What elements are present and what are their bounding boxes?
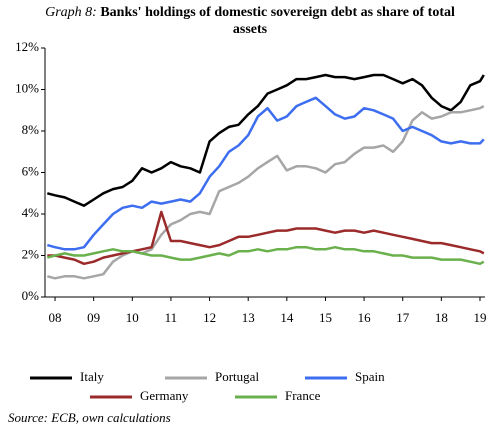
y-tick-label: 2% — [22, 246, 40, 261]
x-tick-label: 11 — [165, 310, 178, 325]
x-tick-label: 18 — [435, 310, 448, 325]
x-tick-label: 15 — [319, 310, 332, 325]
chart-title: Graph 8: Banks' holdings of domestic sov… — [30, 4, 470, 38]
series-line — [46, 73, 485, 207]
y-tick-label: 6% — [22, 163, 40, 178]
series-line — [46, 96, 485, 251]
x-tick-label: 16 — [358, 310, 372, 325]
x-tick-label: 09 — [87, 310, 100, 325]
y-tick-label: 4% — [22, 205, 40, 220]
legend-label: France — [285, 388, 321, 403]
legend-label: Germany — [140, 388, 189, 403]
title-text: Banks' holdings of domestic sovereign de… — [100, 5, 455, 37]
x-tick-label: 12 — [203, 310, 216, 325]
x-tick-label: 10 — [126, 310, 139, 325]
y-tick-label: 10% — [15, 80, 39, 95]
legend-label: Italy — [80, 369, 104, 384]
y-tick-label: 8% — [22, 122, 40, 137]
y-tick-label: 0% — [22, 288, 40, 303]
legend-label: Spain — [355, 369, 385, 384]
title-prefix: Graph 8: — [45, 5, 97, 20]
legend-label: Portugal — [215, 369, 259, 384]
x-tick-label: 13 — [242, 310, 255, 325]
source-note: Source: ECB, own calculations — [8, 410, 171, 425]
x-tick-label: 19 — [473, 310, 486, 325]
series-line — [46, 245, 485, 266]
x-tick-label: 08 — [49, 310, 62, 325]
chart: 0% 2% 4% 6% 8% 10% 12% 08 09 10 11 12 13 14 15 16 17 18 19… — [15, 39, 486, 403]
x-tick-label: 14 — [280, 310, 294, 325]
series-line — [46, 105, 485, 280]
y-tick-label: 12% — [15, 39, 39, 54]
series-line — [47, 210, 485, 266]
x-tick-label: 17 — [396, 310, 410, 325]
